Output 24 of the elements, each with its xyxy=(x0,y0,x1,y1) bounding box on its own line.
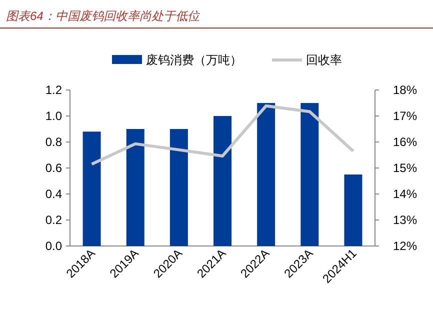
bar xyxy=(344,174,362,246)
y2-tick-label: 16% xyxy=(392,135,418,149)
y2-tick-label: 13% xyxy=(392,213,418,227)
bar xyxy=(300,103,319,246)
y-tick-label: 0.6 xyxy=(45,161,62,175)
y2-tick-label: 18% xyxy=(392,83,418,97)
y-tick-label: 0.8 xyxy=(45,135,62,149)
y-tick-label: 0.4 xyxy=(45,187,62,201)
y2-tick-label: 14% xyxy=(392,187,418,201)
legend-label: 废钨消费（万吨） xyxy=(146,53,242,67)
bar xyxy=(126,129,144,246)
y-tick-label: 0.0 xyxy=(45,239,62,253)
y-tick-label: 1.2 xyxy=(45,83,62,97)
bar xyxy=(170,129,188,246)
y2-tick-label: 15% xyxy=(392,161,418,175)
legend-label: 回收率 xyxy=(306,53,342,67)
bar xyxy=(82,132,101,246)
y-tick-label: 0.2 xyxy=(45,213,62,227)
y2-tick-label: 12% xyxy=(392,239,418,253)
chart-title: 图表64：中国废钨回收率尚处于低位 xyxy=(6,9,200,23)
y2-tick-label: 17% xyxy=(392,109,418,123)
bar xyxy=(257,103,276,246)
y-tick-label: 1.0 xyxy=(45,109,62,123)
bar xyxy=(214,116,232,246)
